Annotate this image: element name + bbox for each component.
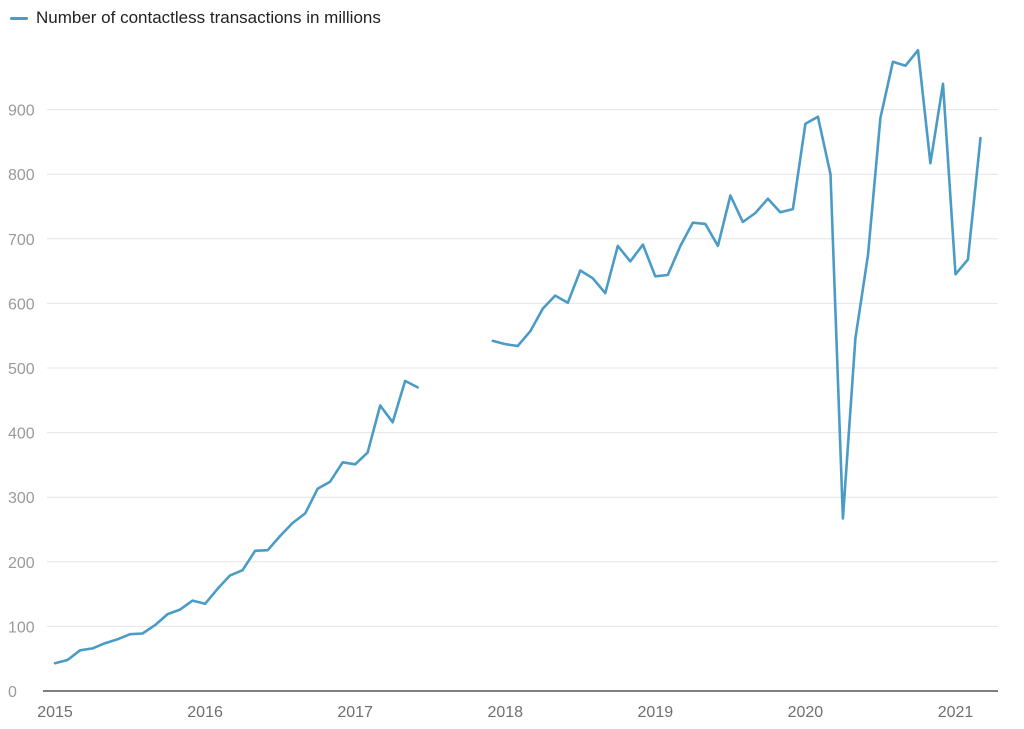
y-tick-label: 200	[8, 555, 35, 572]
y-tick-label: 300	[8, 490, 35, 507]
legend-label: Number of contactless transactions in mi…	[36, 8, 381, 27]
y-axis-ticks: 0 100 200 300 400 500 600 700 800 900	[8, 103, 35, 701]
x-tick-label: 2017	[337, 704, 373, 721]
x-tick-label: 2016	[187, 704, 223, 721]
series-line-segment	[491, 48, 982, 520]
y-tick-label: 500	[8, 361, 35, 378]
y-tick-label: 100	[8, 619, 35, 636]
x-axis-ticks: 2015 2016 2017 2018 2019 2020 2021	[37, 704, 973, 721]
y-tick-label: 600	[8, 296, 35, 313]
y-tick-label: 700	[8, 232, 35, 249]
legend: Number of contactless transactions in mi…	[10, 8, 381, 28]
y-tick-label: 900	[8, 103, 35, 120]
x-tick-label: 2019	[638, 704, 674, 721]
legend-swatch	[10, 16, 28, 20]
y-tick-label: 800	[8, 167, 35, 184]
x-tick-label: 2015	[37, 704, 73, 721]
x-tick-label: 2021	[938, 704, 974, 721]
series-layer	[53, 48, 982, 665]
grid-lines	[47, 109, 998, 627]
x-tick-label: 2018	[487, 704, 523, 721]
y-tick-label: 0	[8, 684, 17, 701]
x-tick-label: 2020	[788, 704, 824, 721]
y-tick-label: 400	[8, 426, 35, 443]
series-line-segment	[53, 379, 419, 665]
